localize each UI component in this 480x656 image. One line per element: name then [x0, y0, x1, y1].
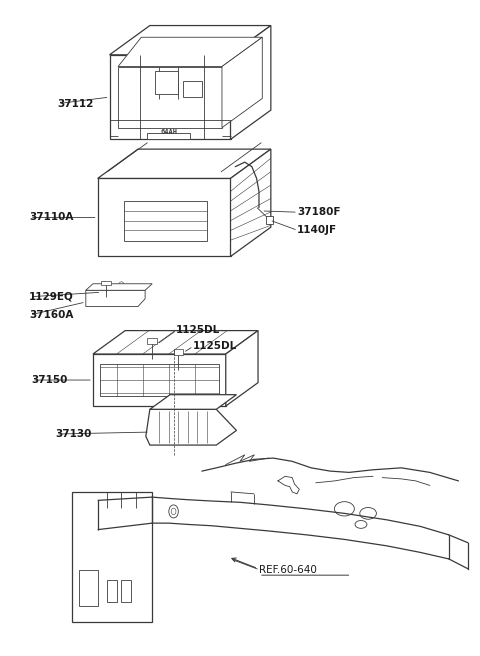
Polygon shape	[174, 350, 183, 356]
Circle shape	[200, 373, 209, 386]
Circle shape	[147, 373, 157, 386]
Circle shape	[204, 164, 215, 180]
Polygon shape	[97, 178, 230, 256]
Ellipse shape	[174, 420, 192, 434]
Polygon shape	[107, 580, 117, 602]
Polygon shape	[226, 331, 258, 406]
Circle shape	[246, 160, 253, 171]
Text: 37110A: 37110A	[29, 213, 73, 222]
Polygon shape	[147, 338, 157, 344]
Ellipse shape	[169, 416, 197, 439]
Polygon shape	[147, 133, 190, 139]
Polygon shape	[230, 149, 271, 256]
Text: 64AH: 64AH	[160, 129, 177, 135]
Polygon shape	[121, 580, 131, 602]
Circle shape	[114, 165, 129, 186]
Polygon shape	[222, 37, 262, 128]
Polygon shape	[109, 55, 230, 139]
Polygon shape	[109, 26, 271, 55]
Text: 37160A: 37160A	[29, 310, 73, 320]
Polygon shape	[93, 354, 226, 406]
Text: 1125DL: 1125DL	[192, 341, 237, 351]
Polygon shape	[155, 71, 179, 94]
Polygon shape	[86, 284, 152, 290]
Polygon shape	[72, 492, 152, 622]
Ellipse shape	[360, 508, 376, 520]
Polygon shape	[124, 201, 207, 241]
Circle shape	[102, 282, 108, 289]
Polygon shape	[266, 216, 273, 224]
Circle shape	[121, 373, 131, 386]
Polygon shape	[146, 409, 237, 445]
Polygon shape	[100, 364, 219, 396]
Text: REF.60-640: REF.60-640	[259, 565, 317, 575]
Polygon shape	[230, 26, 271, 139]
Circle shape	[171, 508, 176, 515]
Circle shape	[174, 361, 183, 373]
Polygon shape	[79, 570, 97, 605]
Circle shape	[206, 168, 212, 176]
Polygon shape	[150, 395, 237, 409]
Text: 37180F: 37180F	[297, 207, 340, 217]
Polygon shape	[183, 81, 202, 97]
Circle shape	[200, 361, 209, 373]
Circle shape	[169, 505, 179, 518]
Circle shape	[104, 287, 108, 293]
Text: 37130: 37130	[55, 429, 91, 439]
Text: 1140JF: 1140JF	[297, 226, 337, 236]
Polygon shape	[118, 66, 222, 128]
Polygon shape	[93, 331, 258, 354]
Polygon shape	[118, 37, 262, 66]
Polygon shape	[101, 281, 111, 285]
Text: 1129EQ: 1129EQ	[29, 292, 73, 302]
Circle shape	[174, 373, 183, 386]
Circle shape	[147, 361, 157, 373]
Text: 1125DL: 1125DL	[176, 325, 220, 335]
Circle shape	[238, 159, 247, 172]
Polygon shape	[97, 149, 271, 178]
Ellipse shape	[355, 520, 367, 528]
Text: 37112: 37112	[57, 98, 94, 109]
Text: 37150: 37150	[31, 375, 68, 385]
Circle shape	[118, 170, 125, 180]
Polygon shape	[86, 290, 145, 306]
Circle shape	[121, 361, 131, 373]
Circle shape	[119, 282, 124, 289]
Ellipse shape	[335, 502, 354, 516]
